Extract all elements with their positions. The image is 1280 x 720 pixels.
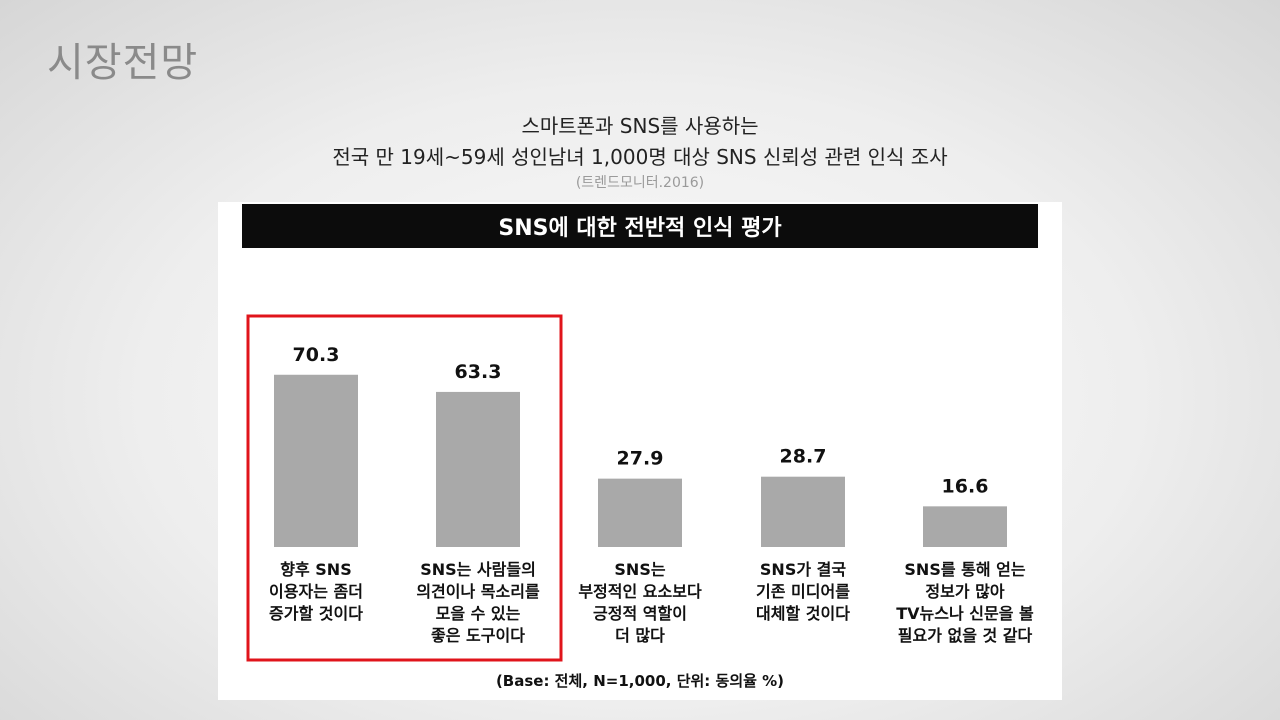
chart-footnote: (Base: 전체, N=1,000, 단위: 동의율 %) <box>496 672 784 690</box>
category-label-3-line-3: 긍정적 역할이 <box>593 604 687 623</box>
page-title: 시장전망 <box>47 40 199 86</box>
category-label-1-line-3: 증가할 것이다 <box>269 604 363 623</box>
category-label-2-line-4: 좋은 도구이다 <box>431 626 525 645</box>
category-label-5-line-1: SNS를 통해 얻는 <box>904 560 1025 579</box>
category-label-4-line-3: 대체할 것이다 <box>756 604 850 623</box>
data-label-4: 28.7 <box>780 446 827 468</box>
category-label-2-line-1: SNS는 사람들의 <box>420 560 536 579</box>
data-label-2: 63.3 <box>455 361 502 383</box>
chart-subtitle-line1: 스마트폰과 SNS를 사용하는 <box>521 114 759 138</box>
category-label-3-line-1: SNS는 <box>614 560 665 579</box>
category-label-5-line-4: 필요가 없을 것 같다 <box>898 626 1033 645</box>
category-label-2-line-3: 모을 수 있는 <box>436 604 521 623</box>
category-label-5-line-3: TV뉴스나 신문을 볼 <box>896 604 1034 623</box>
data-label-5: 16.6 <box>942 475 989 497</box>
category-label-3-line-4: 더 많다 <box>615 626 665 645</box>
source-note: (트렌드모니터.2016) <box>575 175 705 191</box>
bar-2 <box>436 391 520 547</box>
category-label-1-line-1: 향후 SNS <box>280 560 351 579</box>
bar-3 <box>598 478 682 547</box>
category-label-1-line-2: 이용자는 좀더 <box>269 582 363 601</box>
highlight-box <box>246 314 563 662</box>
chart-title: SNS에 대한 전반적 인식 평가 <box>242 204 1038 248</box>
category-label-2-line-2: 의견이나 목소리를 <box>416 582 540 601</box>
category-label-3-line-2: 부정적인 요소보다 <box>578 582 702 601</box>
data-label-3: 27.9 <box>617 448 664 470</box>
category-label-4-line-1: SNS가 결국 <box>760 560 846 579</box>
category-label-5-line-2: 정보가 많아 <box>925 582 1004 601</box>
bar-5 <box>923 506 1007 547</box>
bar-4 <box>761 476 845 547</box>
data-label-1: 70.3 <box>293 344 340 366</box>
chart-subtitle-line2: 전국 만 19세~59세 성인남녀 1,000명 대상 SNS 신뢰성 관련 인… <box>332 145 948 169</box>
bar-1 <box>274 374 358 547</box>
category-label-4-line-2: 기존 미디어를 <box>756 582 850 601</box>
